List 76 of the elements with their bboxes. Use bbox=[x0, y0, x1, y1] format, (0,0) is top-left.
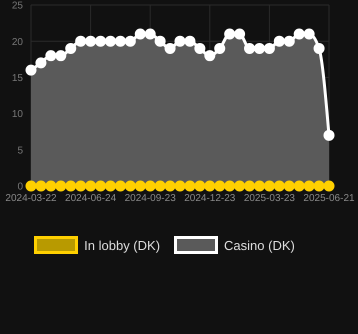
point bbox=[85, 180, 96, 192]
point bbox=[104, 180, 116, 192]
point bbox=[75, 36, 86, 47]
point bbox=[314, 42, 325, 54]
point bbox=[114, 36, 126, 47]
point bbox=[194, 42, 206, 54]
point bbox=[164, 42, 176, 54]
point bbox=[194, 180, 206, 192]
point bbox=[264, 180, 275, 192]
point bbox=[85, 36, 96, 47]
point bbox=[234, 28, 246, 40]
point bbox=[204, 180, 216, 192]
y-tick-label: 10 bbox=[12, 109, 24, 120]
point bbox=[26, 64, 36, 76]
point bbox=[95, 180, 106, 192]
y-tick-label: 25 bbox=[12, 0, 24, 12]
point bbox=[314, 180, 325, 192]
point bbox=[234, 180, 246, 192]
x-tick-label: 2024-03-22 bbox=[5, 193, 58, 204]
point bbox=[244, 42, 256, 54]
point bbox=[95, 36, 106, 47]
point bbox=[284, 36, 295, 47]
point bbox=[214, 42, 226, 54]
point bbox=[174, 180, 186, 192]
point bbox=[45, 50, 56, 62]
point bbox=[154, 36, 166, 47]
point bbox=[65, 180, 76, 192]
point bbox=[214, 180, 226, 192]
point bbox=[174, 36, 186, 47]
point bbox=[224, 180, 236, 192]
point bbox=[284, 180, 295, 192]
point bbox=[134, 180, 146, 192]
x-tick-label: 2024-12-23 bbox=[184, 193, 236, 204]
point bbox=[304, 180, 315, 192]
point bbox=[144, 28, 156, 40]
y-tick-label: 0 bbox=[17, 182, 24, 193]
point bbox=[254, 180, 265, 192]
point bbox=[274, 180, 285, 192]
point bbox=[324, 130, 334, 141]
point bbox=[304, 28, 315, 40]
point bbox=[224, 28, 236, 40]
point bbox=[244, 180, 256, 192]
point bbox=[35, 180, 46, 192]
point bbox=[45, 180, 56, 192]
point bbox=[124, 36, 136, 47]
x-tick-label: 2025-03-23 bbox=[244, 193, 296, 204]
y-tick-label: 20 bbox=[12, 36, 24, 48]
point bbox=[254, 42, 265, 54]
point bbox=[55, 180, 66, 192]
x-tick-label: 2024-06-24 bbox=[65, 193, 117, 204]
point bbox=[184, 36, 196, 47]
point bbox=[124, 180, 136, 192]
point bbox=[35, 57, 46, 68]
point bbox=[324, 180, 334, 192]
point bbox=[204, 50, 216, 62]
y-tick-label: 15 bbox=[12, 72, 24, 84]
legend-label: Casino (DK) bbox=[224, 238, 295, 252]
x-tick-label: 2025-06-21 bbox=[303, 193, 356, 204]
point bbox=[164, 180, 176, 192]
y-tick-label: 5 bbox=[17, 145, 24, 156]
point bbox=[154, 180, 166, 192]
legend-label: In lobby (DK) bbox=[84, 238, 160, 252]
point bbox=[65, 42, 76, 54]
point bbox=[274, 36, 285, 47]
point bbox=[144, 180, 156, 192]
point bbox=[104, 36, 116, 47]
point bbox=[184, 180, 196, 192]
point bbox=[26, 180, 36, 192]
point bbox=[75, 180, 86, 192]
point bbox=[114, 180, 126, 192]
point bbox=[134, 28, 146, 40]
point bbox=[294, 28, 305, 40]
point bbox=[294, 180, 305, 192]
x-tick-label: 2024-09-23 bbox=[124, 193, 176, 204]
point bbox=[264, 42, 275, 54]
point bbox=[55, 50, 66, 62]
